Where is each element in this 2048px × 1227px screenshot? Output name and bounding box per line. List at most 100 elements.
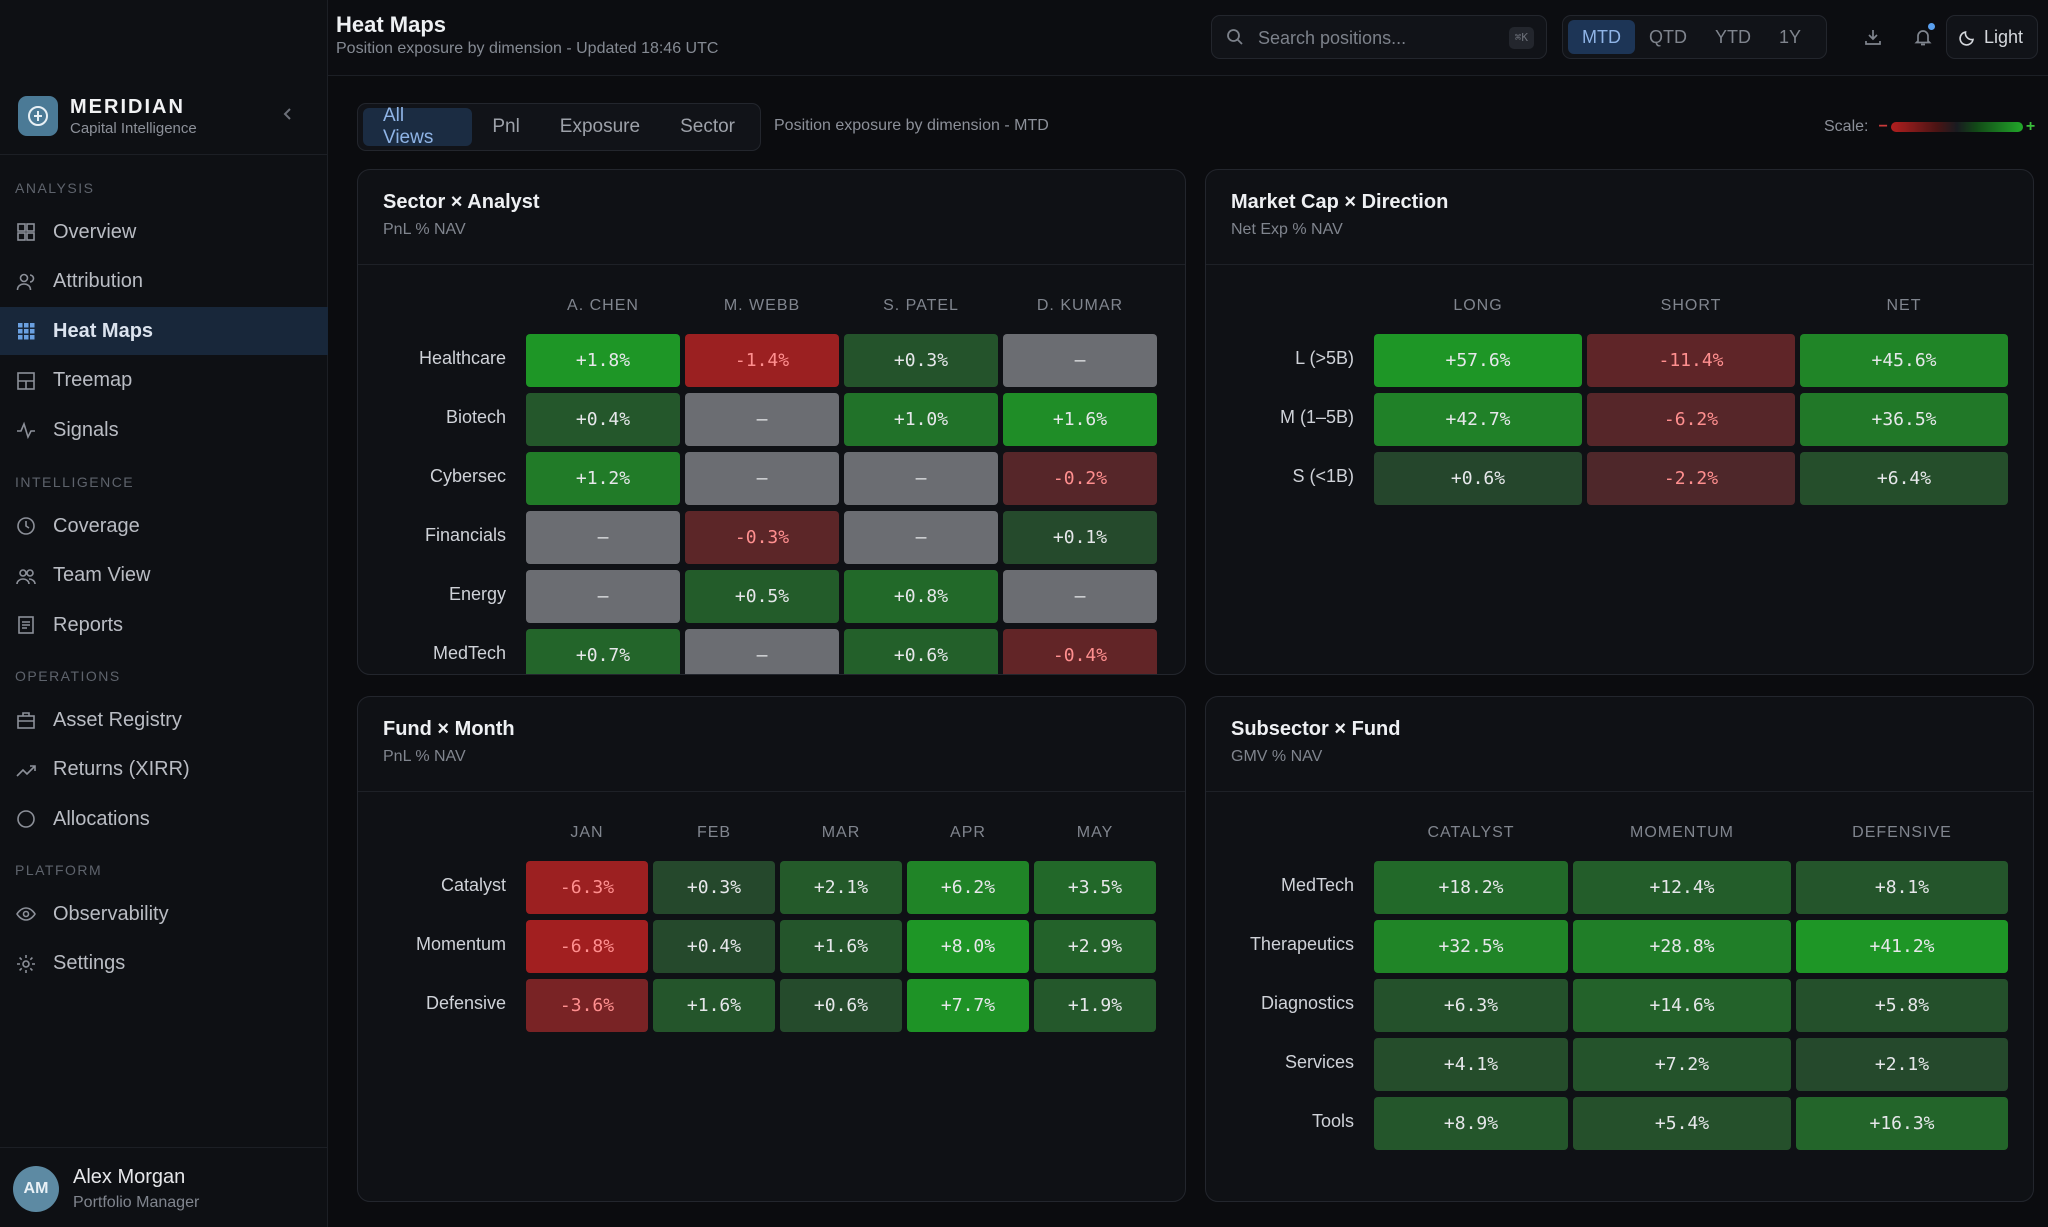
heatmap-cell[interactable]: -2.2% <box>1587 452 1795 505</box>
heatmap-cell[interactable]: +32.5% <box>1374 920 1568 973</box>
heatmap-cell[interactable]: +6.3% <box>1374 979 1568 1032</box>
heatmap-cell[interactable]: +28.8% <box>1573 920 1791 973</box>
heatmap-cell[interactable]: +0.8% <box>844 570 998 623</box>
heatmap-cell[interactable]: +3.5% <box>1034 861 1156 914</box>
heatmap-cell[interactable]: +0.7% <box>526 629 680 674</box>
notification-bell-icon[interactable] <box>1908 22 1938 52</box>
heatmap-cell[interactable]: +36.5% <box>1800 393 2008 446</box>
sidebar-item-observability[interactable]: Observability <box>0 890 328 938</box>
heatmap-cell[interactable]: +1.9% <box>1034 979 1156 1032</box>
heatmap-cell[interactable]: +0.3% <box>844 334 998 387</box>
sidebar-item-signals[interactable]: Signals <box>0 406 328 454</box>
heatmap-cell[interactable]: – <box>1003 334 1157 387</box>
heatmap-cell[interactable]: – <box>685 393 839 446</box>
heatmap-cell[interactable]: +6.4% <box>1800 452 2008 505</box>
heatmap-cell[interactable]: +2.1% <box>1796 1038 2008 1091</box>
sidebar-item-attribution[interactable]: Attribution <box>0 258 328 306</box>
heatmap-cell[interactable]: +7.7% <box>907 979 1029 1032</box>
heatmap-cell[interactable]: – <box>685 452 839 505</box>
heatmap-cell[interactable]: – <box>526 570 680 623</box>
row-label-energy: Energy <box>448 584 506 604</box>
heatmap-cell[interactable]: +14.6% <box>1573 979 1791 1032</box>
heatmap-cell[interactable]: +1.0% <box>844 393 998 446</box>
heatmap-cell[interactable]: -0.4% <box>1003 629 1157 674</box>
heatmap-cell[interactable]: +0.5% <box>685 570 839 623</box>
heatmap-cell[interactable]: +1.8% <box>526 334 680 387</box>
collapse-sidebar-icon[interactable] <box>278 104 298 124</box>
period-qtd[interactable]: QTD <box>1649 26 1687 47</box>
heatmap-cell[interactable]: +16.3% <box>1796 1097 2008 1150</box>
search-input[interactable] <box>1258 26 1478 50</box>
heatmap-cell[interactable]: +5.8% <box>1796 979 2008 1032</box>
heatmap-cell[interactable]: +7.2% <box>1573 1038 1791 1091</box>
heatmap-cell[interactable]: -0.2% <box>1003 452 1157 505</box>
tab-sector[interactable]: Sector <box>680 116 735 137</box>
heatmap-cell[interactable]: +8.0% <box>907 920 1029 973</box>
tab-pnl[interactable]: Pnl <box>492 116 520 137</box>
heatmap-cell[interactable]: +42.7% <box>1374 393 1582 446</box>
heatmap-cell[interactable]: +5.4% <box>1573 1097 1791 1150</box>
sidebar-item-team-view[interactable]: Team View <box>0 552 328 600</box>
column-header-defensive: DEFENSIVE <box>1852 824 1952 841</box>
heatmap-cell[interactable]: +18.2% <box>1374 861 1568 914</box>
heatmap-cell[interactable]: -0.3% <box>685 511 839 564</box>
theme-toggle-button[interactable]: Light <box>1946 15 2038 59</box>
heatmap-cell[interactable]: +1.6% <box>653 979 775 1032</box>
heatmap-cell[interactable]: +6.2% <box>907 861 1029 914</box>
heatmap-cell[interactable]: +0.1% <box>1003 511 1157 564</box>
sidebar-item-overview[interactable]: Overview <box>0 208 328 256</box>
heatmap-cell[interactable]: +0.6% <box>1374 452 1582 505</box>
tab-all-views[interactable]: All Views <box>363 105 473 148</box>
column-header-momentum: MOMENTUM <box>1630 824 1734 841</box>
notification-dot <box>1928 23 1935 30</box>
heatmap-cell[interactable]: +0.6% <box>780 979 902 1032</box>
heatmap-cell[interactable]: +0.4% <box>653 920 775 973</box>
period-mtd[interactable]: MTD <box>1568 20 1635 54</box>
heatmap-cell[interactable]: – <box>1003 570 1157 623</box>
heatmap-cell[interactable]: +4.1% <box>1374 1038 1568 1091</box>
heatmap-cell[interactable]: +2.1% <box>780 861 902 914</box>
heatmap-cell[interactable]: +41.2% <box>1796 920 2008 973</box>
sidebar-item-reports[interactable]: Reports <box>0 601 328 649</box>
sidebar-item-coverage[interactable]: Coverage <box>0 502 328 550</box>
period-1y[interactable]: 1Y <box>1779 26 1802 47</box>
sidebar-item-heat-maps[interactable]: Heat Maps <box>0 307 328 356</box>
heatmap-cell[interactable]: +1.2% <box>526 452 680 505</box>
heatmap-cell[interactable]: -1.4% <box>685 334 839 387</box>
heatmap-cell[interactable]: -6.3% <box>526 861 648 914</box>
download-icon[interactable] <box>1858 22 1888 52</box>
sidebar-item-label: Team View <box>53 564 151 587</box>
user-profile[interactable]: AM Alex Morgan Portfolio Manager <box>0 1147 328 1227</box>
heatmap-cell[interactable]: – <box>844 511 998 564</box>
heatmap-cell[interactable]: +57.6% <box>1374 334 1582 387</box>
activity-icon <box>15 419 37 441</box>
period-ytd[interactable]: YTD <box>1715 26 1751 47</box>
sidebar-item-allocations[interactable]: Allocations <box>0 795 328 843</box>
heatmap-cell[interactable]: +45.6% <box>1800 334 2008 387</box>
heatmap-cell[interactable]: – <box>685 629 839 674</box>
heatmap-cell[interactable]: +0.4% <box>526 393 680 446</box>
heatmap-cell[interactable]: – <box>526 511 680 564</box>
panel-title: Subsector × Fund <box>1231 718 1401 740</box>
heatmap-cell[interactable]: +8.1% <box>1796 861 2008 914</box>
sidebar-item-treemap[interactable]: Treemap <box>0 357 328 405</box>
brand[interactable]: MERIDIAN Capital Intelligence <box>18 94 310 138</box>
heatmap-cell[interactable]: +1.6% <box>780 920 902 973</box>
sidebar-item-returns-xirr[interactable]: Returns (XIRR) <box>0 746 328 794</box>
heatmap-cell[interactable]: -6.8% <box>526 920 648 973</box>
sidebar-item-asset-registry[interactable]: Asset Registry <box>0 696 328 744</box>
heatmap-cell[interactable]: +12.4% <box>1573 861 1791 914</box>
heatmap-cell[interactable]: +0.6% <box>844 629 998 674</box>
tab-exposure[interactable]: Exposure <box>559 116 641 137</box>
sidebar-item-settings[interactable]: Settings <box>0 940 328 988</box>
heatmap-cell[interactable]: +8.9% <box>1374 1097 1568 1150</box>
heatmap-cell[interactable]: +2.9% <box>1034 920 1156 973</box>
view-tabs: All Views Pnl Exposure Sector <box>357 103 761 151</box>
heatmap-cell[interactable]: -3.6% <box>526 979 648 1032</box>
heatmap-cell[interactable]: +0.3% <box>653 861 775 914</box>
heatmap-cell[interactable]: +1.6% <box>1003 393 1157 446</box>
heatmap-cell[interactable]: – <box>844 452 998 505</box>
heatmap-cell[interactable]: -6.2% <box>1587 393 1795 446</box>
heatmap-cell[interactable]: -11.4% <box>1587 334 1795 387</box>
search-box[interactable]: ⌘K <box>1211 15 1547 59</box>
